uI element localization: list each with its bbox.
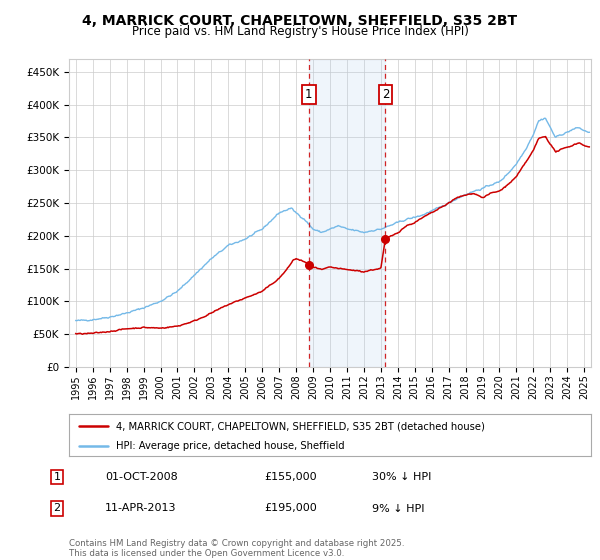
Text: 2: 2 <box>382 88 389 101</box>
Text: £155,000: £155,000 <box>264 472 317 482</box>
Text: 4, MARRICK COURT, CHAPELTOWN, SHEFFIELD, S35 2BT (detached house): 4, MARRICK COURT, CHAPELTOWN, SHEFFIELD,… <box>116 421 485 431</box>
Text: HPI: Average price, detached house, Sheffield: HPI: Average price, detached house, Shef… <box>116 441 344 451</box>
Text: 1: 1 <box>305 88 313 101</box>
Text: 9% ↓ HPI: 9% ↓ HPI <box>372 503 425 514</box>
Text: 2: 2 <box>53 503 61 514</box>
Text: 30% ↓ HPI: 30% ↓ HPI <box>372 472 431 482</box>
Text: Price paid vs. HM Land Registry's House Price Index (HPI): Price paid vs. HM Land Registry's House … <box>131 25 469 38</box>
Text: 11-APR-2013: 11-APR-2013 <box>105 503 176 514</box>
Text: £195,000: £195,000 <box>264 503 317 514</box>
Text: 1: 1 <box>53 472 61 482</box>
Text: 4, MARRICK COURT, CHAPELTOWN, SHEFFIELD, S35 2BT: 4, MARRICK COURT, CHAPELTOWN, SHEFFIELD,… <box>82 14 518 28</box>
Text: Contains HM Land Registry data © Crown copyright and database right 2025.
This d: Contains HM Land Registry data © Crown c… <box>69 539 404 558</box>
Text: 01-OCT-2008: 01-OCT-2008 <box>105 472 178 482</box>
Bar <box>309 59 385 367</box>
